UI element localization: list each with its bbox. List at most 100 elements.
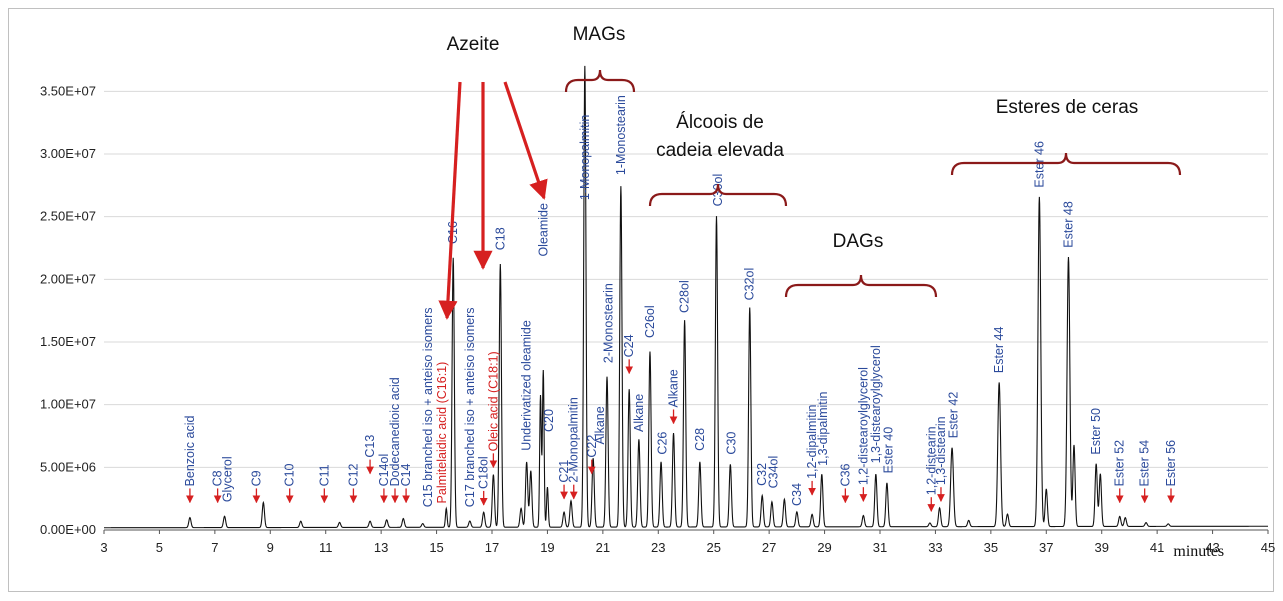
group-brace-dags xyxy=(784,274,938,298)
peak-label: C30 xyxy=(725,432,739,455)
x-tick-label: 13 xyxy=(374,540,388,555)
peak-label: C26ol xyxy=(643,305,657,338)
peak-label: C34 xyxy=(790,483,804,506)
peak-label: C15 branched iso + anteiso isomers xyxy=(421,307,435,507)
peak-label: 2-Monopalmitin xyxy=(567,397,581,483)
peak-label: 1,2-distearin xyxy=(924,426,938,495)
x-tick-label: 3 xyxy=(100,540,107,555)
x-tick-label: 11 xyxy=(319,540,333,555)
y-tick-label: 2.00E+07 xyxy=(40,271,96,286)
x-tick-label: 23 xyxy=(651,540,665,555)
x-tick-label: 43 xyxy=(1205,540,1219,555)
y-tick-label: 3.50E+07 xyxy=(40,83,96,98)
group-label-esteres: Esteres de ceras xyxy=(996,97,1139,118)
peak-label: Ester 54 xyxy=(1138,440,1152,487)
x-tick-label: 21 xyxy=(596,540,610,555)
peak-label: Ester 52 xyxy=(1113,440,1127,487)
peak-label: C36 xyxy=(838,463,852,486)
peak-label: 1-Monostearin xyxy=(614,95,628,175)
peak-label: C12 xyxy=(346,463,360,486)
peak-label: Benzoic acid xyxy=(183,416,197,487)
peak-label: 1,2-distearoylglycerol xyxy=(856,367,870,485)
x-tick-label: 31 xyxy=(873,540,887,555)
peak-label: C18ol xyxy=(477,456,491,489)
peak-label: Dodecanedioic acid xyxy=(388,377,402,486)
peak-label: C20 xyxy=(542,409,556,432)
group-label-dags: DAGs xyxy=(833,231,884,252)
x-tick-label: 17 xyxy=(485,540,499,555)
y-tick-label: 5.00E+06 xyxy=(40,459,96,474)
x-tick-label: 41 xyxy=(1150,540,1164,555)
x-tick-label: 39 xyxy=(1094,540,1108,555)
group-brace-esteres xyxy=(950,152,1182,176)
peak-label: Ester 40 xyxy=(881,427,895,474)
peak-label: C32 xyxy=(755,463,769,486)
peak-label: Glycerol xyxy=(220,456,234,502)
group-arrow-azeite xyxy=(438,81,462,320)
peak-label: C14ol xyxy=(377,454,391,487)
x-tick-label: 19 xyxy=(540,540,554,555)
peak-label: Ester 48 xyxy=(1061,201,1075,248)
peak-label: Alkane xyxy=(593,406,607,444)
group-brace-alcoois xyxy=(648,183,788,207)
x-tick-label: 33 xyxy=(928,540,942,555)
peak-label: Alkane xyxy=(667,369,681,407)
peak-label: C13 xyxy=(363,435,377,458)
peak-label: Oleamide xyxy=(536,203,550,257)
y-tick-label: 1.50E+07 xyxy=(40,334,96,349)
x-tick-label: 27 xyxy=(762,540,776,555)
y-tick-label: 1.00E+07 xyxy=(40,397,96,412)
group-arrow-azeite xyxy=(503,81,548,200)
peak-label: C34ol xyxy=(766,456,780,489)
peak-label: C14 xyxy=(399,463,413,486)
peak-label: Ester 42 xyxy=(946,392,960,439)
peak-label: C28 xyxy=(693,428,707,451)
peak-label: 1,2-dipalmitin xyxy=(805,405,819,479)
peak-label: Ester 56 xyxy=(1164,440,1178,487)
peak-label: 1,3-distearoylglycerol xyxy=(869,345,883,463)
peak-label: C26 xyxy=(655,432,669,455)
peak-label: 1,3-distearin xyxy=(934,416,948,485)
peak-label: C8 xyxy=(211,470,225,486)
group-label-azeite: Azeite xyxy=(447,34,500,55)
group-label-mags: MAGs xyxy=(573,24,626,45)
peak-label: Alkane xyxy=(632,394,646,432)
peak-label: Palmitelaidic acid (C16:1) xyxy=(435,362,449,504)
peak-label: Ester 50 xyxy=(1089,408,1103,455)
peak-label: C17 branched iso + anteiso isomers xyxy=(463,307,477,507)
x-tick-label: 7 xyxy=(211,540,218,555)
group-label-alcoois: Álcoois de xyxy=(676,112,764,133)
x-axis-label: minutes xyxy=(1173,543,1224,560)
x-tick-label: 45 xyxy=(1261,540,1275,555)
peak-label: 1-Monopalmitin xyxy=(578,115,592,201)
y-tick-label: 3.00E+07 xyxy=(40,146,96,161)
peak-label: Underivatized oleamide xyxy=(520,320,534,451)
peak-label: C28ol xyxy=(678,280,692,313)
peak-label: C11 xyxy=(317,464,331,486)
group-label-alcoois: cadeia elevada xyxy=(656,140,784,161)
y-tick-label: 0.00E+00 xyxy=(40,522,96,537)
x-tick-label: 37 xyxy=(1039,540,1053,555)
peak-label: C24 xyxy=(622,334,636,357)
x-tick-label: 15 xyxy=(429,540,443,555)
x-tick-label: 25 xyxy=(706,540,720,555)
chromatogram-series xyxy=(104,65,1268,529)
x-tick-label: 35 xyxy=(984,540,998,555)
peak-label: C9 xyxy=(249,470,263,486)
peak-label: Oleic acid (C18:1) xyxy=(486,351,500,451)
peak-label: C21 xyxy=(557,460,571,483)
x-tick-label: 9 xyxy=(267,540,274,555)
peak-label: 2-Monostearin xyxy=(601,283,615,363)
peak-label: C32ol xyxy=(743,268,757,301)
peak-label: C22 xyxy=(585,435,599,458)
peak-label: Ester 44 xyxy=(992,326,1006,373)
chart-frame xyxy=(8,8,1274,592)
peak-label: Ester 46 xyxy=(1032,141,1046,188)
peak-label: C18 xyxy=(493,227,507,250)
y-tick-label: 2.50E+07 xyxy=(40,209,96,224)
group-brace-mags xyxy=(564,69,636,93)
x-tick-label: 29 xyxy=(817,540,831,555)
x-tick-label: 5 xyxy=(156,540,163,555)
peak-label: 1,3-dipalmitin xyxy=(816,391,830,465)
